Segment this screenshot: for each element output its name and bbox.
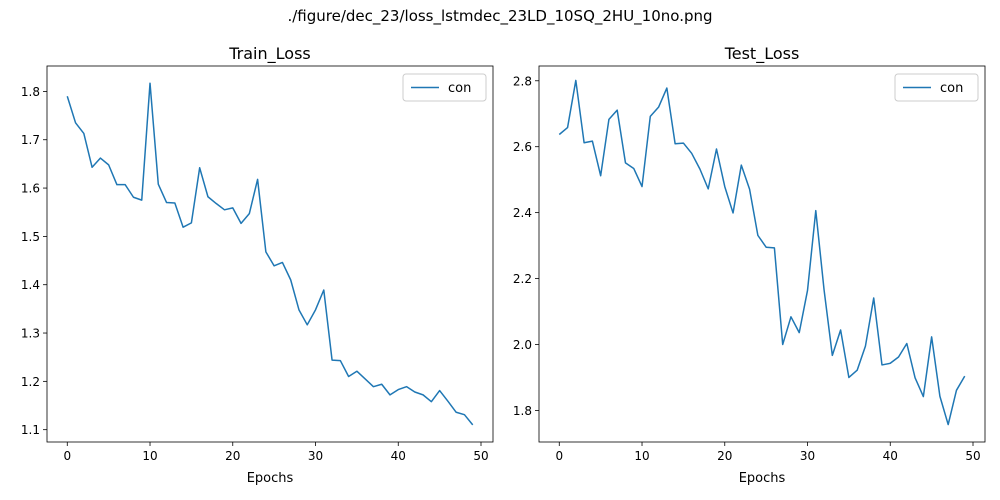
train-x-tick-label: 40: [391, 449, 406, 463]
test-y-tick-label: 2.8: [513, 74, 532, 88]
train-y-tick-label: 1.3: [21, 327, 40, 341]
test-series-line-con: [558, 79, 966, 426]
train-legend-box: [402, 73, 487, 102]
train-x-tick-label: 0: [63, 449, 71, 463]
train-x-tick-label: 30: [308, 449, 323, 463]
test-x-tick-label: 10: [634, 449, 649, 463]
test-x-tick-label: 20: [717, 449, 732, 463]
train-x-tick-label: 10: [142, 449, 157, 463]
train-y-tick-label: 1.7: [21, 133, 40, 147]
test-x-tick-label: 0: [555, 449, 563, 463]
train-y-tick-label: 1.8: [21, 85, 40, 99]
train-chart-title: Train_Loss: [228, 44, 310, 64]
train-y-tick-label: 1.4: [21, 278, 40, 292]
train-legend-label: con: [448, 81, 471, 96]
test-axes-frame: [538, 65, 986, 443]
test-x-axis-label: Epochs: [739, 471, 786, 486]
test-legend-box: [894, 73, 979, 102]
test-y-tick-label: 2.2: [513, 272, 532, 286]
test-legend: con: [894, 73, 979, 102]
test-y-tick-label: 1.8: [513, 404, 532, 418]
test-plot-panel: Test_Loss 0 10 20 30 40 50 1.8 2.0 2.2 2.4 2.6 2.8 Ep…: [513, 44, 986, 486]
test-legend-label: con: [940, 81, 963, 96]
test-x-tick-label: 30: [800, 449, 815, 463]
test-x-tick-label: 50: [965, 449, 980, 463]
test-y-tick-label: 2.6: [513, 140, 532, 154]
train-legend: con: [402, 73, 487, 102]
train-y-tick-label: 1.2: [21, 375, 40, 389]
train-x-axis-label: Epochs: [247, 471, 294, 486]
train-axes-frame: [46, 65, 494, 443]
test-x-tick-label: 40: [883, 449, 898, 463]
train-x-tick-label: 50: [473, 449, 488, 463]
test-y-tick-label: 2.4: [513, 206, 532, 220]
train-plot-panel: Train_Loss 0 10 20 30 40 50 1.1 1.2 1.3 1.4 1.5 1.6 1…: [21, 44, 494, 486]
train-series-line-con: [66, 82, 474, 426]
train-y-tick-label: 1.5: [21, 230, 40, 244]
train-y-tick-label: 1.1: [21, 423, 40, 437]
train-x-tick-label: 20: [225, 449, 240, 463]
test-y-tick-label: 2.0: [513, 338, 532, 352]
test-chart-title: Test_Loss: [724, 44, 800, 64]
train-y-tick-label: 1.6: [21, 182, 40, 196]
figure-suptitle: ./figure/dec_23/loss_lstmdec_23LD_10SQ_2…: [287, 7, 713, 25]
